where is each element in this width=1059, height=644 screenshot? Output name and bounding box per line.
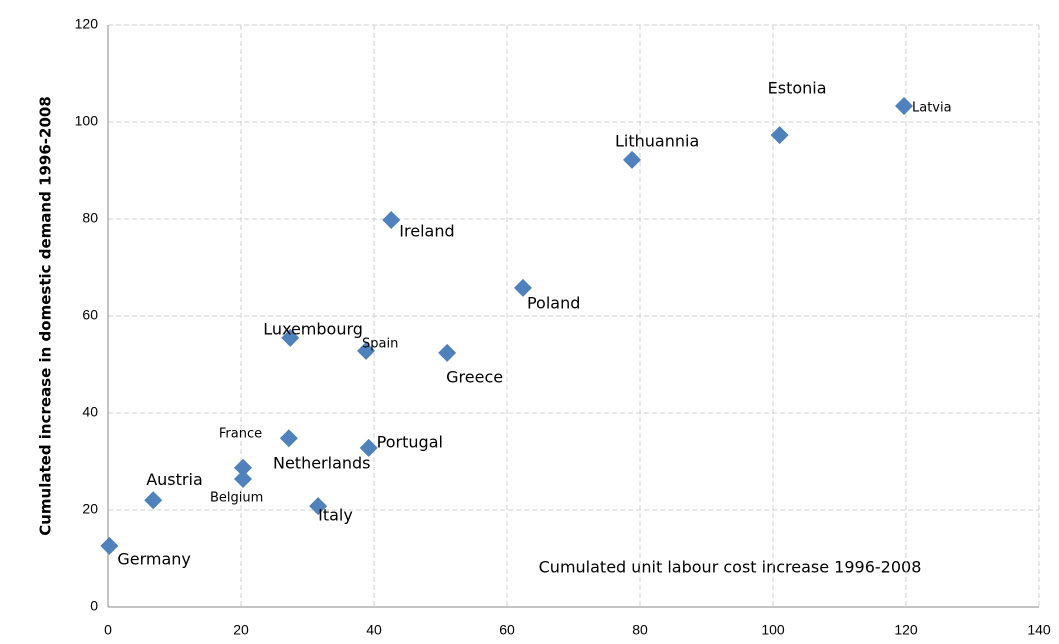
point (382, 210, 401, 229)
point (513, 278, 532, 297)
point-label: Spain (362, 336, 398, 351)
point-label: Greece (446, 367, 503, 386)
point (309, 497, 328, 516)
x-tick-label: 140 (1027, 622, 1051, 638)
y-tick-label: 120 (75, 16, 99, 32)
point-label: Estonia (768, 79, 827, 98)
point-label: Germany (117, 549, 191, 568)
point-label: Italy (318, 506, 353, 525)
y-axis-title: Cumulated increase in domestic demand 19… (37, 96, 55, 536)
x-axis-title: Cumulated unit labour cost increase 1996… (539, 558, 922, 577)
point (100, 536, 119, 555)
x-tick-label: 0 (104, 622, 112, 638)
point (359, 438, 378, 457)
point-label: Luxembourg (263, 319, 363, 338)
y-tick-label: 100 (75, 113, 99, 129)
point (281, 328, 300, 347)
point-label: Latvia (912, 100, 952, 115)
y-tick-label: 80 (82, 210, 98, 226)
point (144, 491, 163, 510)
point-label: Lithuannia (615, 131, 699, 150)
x-tick-label: 60 (499, 622, 515, 638)
point (233, 458, 252, 477)
point (770, 126, 789, 145)
point (895, 96, 914, 115)
point (279, 429, 298, 448)
point-label: Austria (146, 470, 203, 489)
y-tick-label: 40 (82, 404, 98, 420)
x-tick-label: 80 (632, 622, 648, 638)
point-label: Netherlands (273, 453, 371, 472)
x-tick-label: 120 (894, 622, 918, 638)
point (233, 469, 252, 488)
point-label: Ireland (399, 221, 454, 240)
point-label: Poland (527, 293, 580, 312)
y-tick-label: 60 (82, 307, 98, 323)
x-tick-label: 100 (761, 622, 785, 638)
point (357, 341, 376, 360)
y-tick-label: 20 (82, 501, 98, 517)
point (623, 150, 642, 169)
point-label: France (219, 427, 262, 442)
point-label: Belgium (210, 490, 263, 505)
point-label: Portugal (377, 432, 443, 451)
x-tick-label: 40 (366, 622, 382, 638)
y-tick-label: 0 (90, 598, 98, 614)
point (438, 343, 457, 362)
x-tick-label: 20 (233, 622, 249, 638)
